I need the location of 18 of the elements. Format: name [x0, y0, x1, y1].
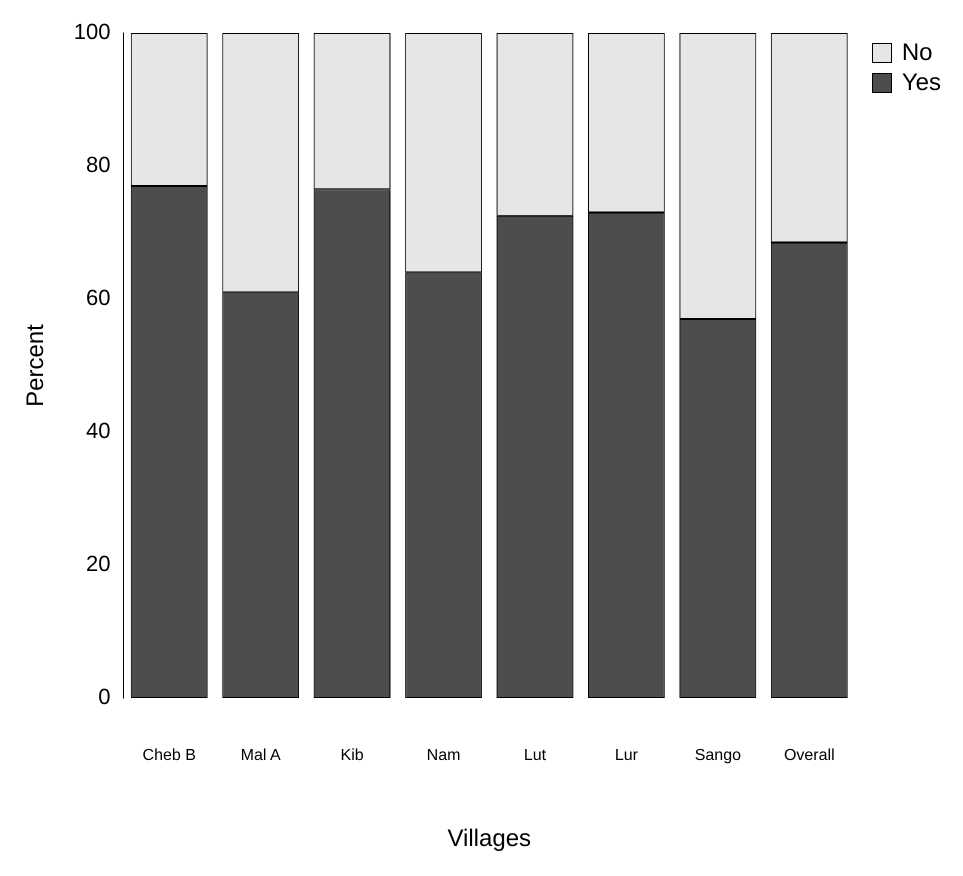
- y-tick-label: 20: [86, 551, 111, 576]
- y-tick-label: 0: [98, 684, 111, 710]
- x-axis-title: Villages: [447, 825, 532, 852]
- x-tick-label: Kib: [340, 747, 364, 764]
- legend-label: No: [902, 38, 933, 68]
- x-tick-label: Overall: [784, 747, 835, 764]
- x-tick-label: Cheb B: [142, 747, 196, 764]
- x-tick-label: Mal A: [240, 747, 281, 764]
- y-tick-label: 100: [74, 19, 111, 44]
- text: Yes: [902, 68, 941, 98]
- x-tick-label: Lut: [524, 747, 547, 764]
- y-axis-title: Percent: [22, 324, 50, 407]
- x-tick-label: Nam: [426, 747, 460, 764]
- y-tick-label: 60: [86, 285, 111, 310]
- y-tick-label: 40: [86, 418, 111, 444]
- x-tick-label: Lur: [614, 747, 639, 764]
- y-tick-label: 80: [86, 152, 111, 178]
- x-tick-label: Sango: [694, 747, 742, 764]
